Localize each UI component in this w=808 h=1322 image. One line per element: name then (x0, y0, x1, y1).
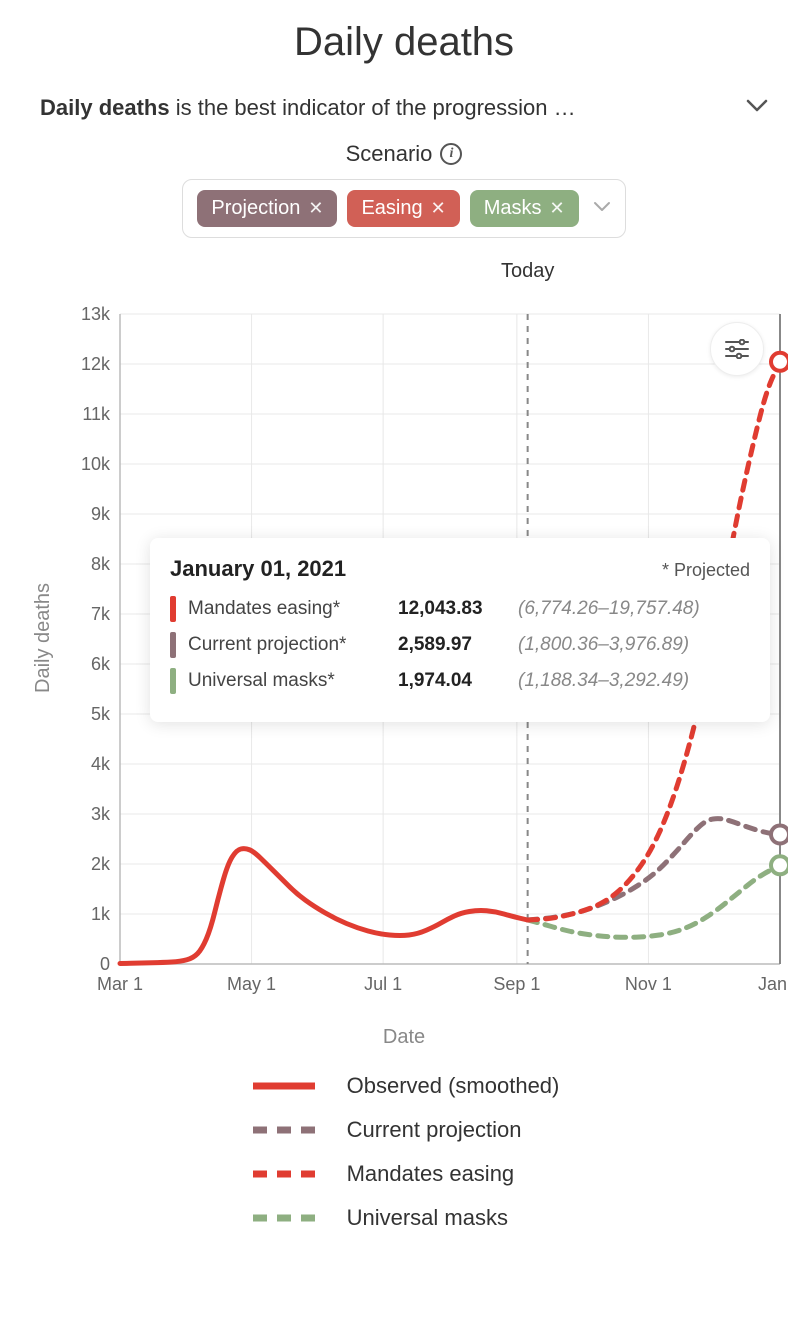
legend-label: Universal masks (347, 1205, 508, 1231)
close-icon[interactable]: ✕ (549, 198, 564, 219)
chip-label: Easing (361, 197, 422, 220)
tooltip-color-bar (170, 596, 176, 622)
svg-text:2k: 2k (91, 854, 111, 874)
legend-label: Observed (smoothed) (347, 1073, 560, 1099)
svg-text:7k: 7k (91, 604, 111, 624)
y-axis-label: Daily deaths (32, 583, 55, 693)
svg-text:9k: 9k (91, 504, 111, 524)
description-rest: is the best indicator of the progression… (170, 95, 576, 120)
svg-text:5k: 5k (91, 704, 111, 724)
svg-text:Jul 1: Jul 1 (364, 974, 402, 994)
chip-label: Masks (484, 197, 542, 220)
svg-text:Nov 1: Nov 1 (625, 974, 672, 994)
svg-text:1k: 1k (91, 904, 111, 924)
scenario-label: Scenario (346, 141, 433, 167)
svg-text:10k: 10k (81, 454, 111, 474)
svg-text:13k: 13k (81, 304, 111, 324)
description-text: Daily deaths is the best indicator of th… (40, 95, 730, 121)
chip-masks[interactable]: Masks ✕ (470, 190, 579, 227)
chart-legend: Observed (smoothed) Current projection Man… (249, 1073, 560, 1231)
info-icon[interactable]: i (440, 143, 462, 165)
svg-text:0: 0 (100, 954, 110, 974)
chip-easing[interactable]: Easing ✕ (347, 190, 459, 227)
tooltip-series-range: (1,800.36–3,976.89) (518, 634, 750, 656)
tooltip-row: Current projection* 2,589.97 (1,800.36–3,9… (170, 632, 750, 658)
chip-projection[interactable]: Projection ✕ (197, 190, 337, 227)
close-icon[interactable]: ✕ (431, 198, 446, 219)
tooltip-series-range: (1,188.34–3,292.49) (518, 670, 750, 692)
legend-swatch (249, 1213, 319, 1223)
tooltip-series-label: Current projection* (188, 634, 388, 656)
chip-label: Projection (211, 197, 300, 220)
legend-label: Current projection (347, 1117, 522, 1143)
tooltip-series-value: 1,974.04 (398, 670, 508, 692)
legend-swatch (249, 1125, 319, 1135)
svg-text:3k: 3k (91, 804, 111, 824)
svg-text:12k: 12k (81, 354, 111, 374)
svg-text:4k: 4k (91, 754, 111, 774)
svg-text:Jan 1: Jan 1 (758, 974, 788, 994)
tooltip-row: Universal masks* 1,974.04 (1,188.34–3,292.… (170, 668, 750, 694)
svg-text:Mar 1: Mar 1 (97, 974, 143, 994)
tooltip-series-label: Universal masks* (188, 670, 388, 692)
scenario-row: Scenario i (20, 141, 788, 167)
svg-text:11k: 11k (82, 404, 111, 424)
tooltip-series-range: (6,774.26–19,757.48) (518, 598, 750, 620)
page-title: Daily deaths (20, 20, 788, 65)
svg-text:May 1: May 1 (227, 974, 276, 994)
chart-settings-button[interactable] (710, 322, 764, 376)
legend-label: Mandates easing (347, 1161, 515, 1187)
description-bold: Daily deaths (40, 95, 170, 120)
svg-text:Sep 1: Sep 1 (493, 974, 540, 994)
tooltip-color-bar (170, 632, 176, 658)
tooltip-series-label: Mandates easing* (188, 598, 388, 620)
close-icon[interactable]: ✕ (308, 198, 323, 219)
legend-item[interactable]: Mandates easing (249, 1161, 560, 1187)
tooltip-color-bar (170, 668, 176, 694)
today-label: Today (501, 260, 554, 283)
legend-item[interactable]: Current projection (249, 1117, 560, 1143)
tooltip-series-value: 2,589.97 (398, 634, 508, 656)
svg-text:6k: 6k (91, 654, 111, 674)
chart-tooltip: January 01, 2021 * Projected Mandates ea… (150, 538, 770, 722)
scenario-chip-container: Projection ✕ Easing ✕ Masks ✕ (182, 179, 625, 238)
legend-item[interactable]: Universal masks (249, 1205, 560, 1231)
tooltip-date: January 01, 2021 (170, 556, 346, 582)
tooltip-projected-label: * Projected (662, 560, 750, 581)
legend-item[interactable]: Observed (smoothed) (249, 1073, 560, 1099)
description-row[interactable]: Daily deaths is the best indicator of th… (20, 95, 788, 121)
legend-swatch (249, 1169, 319, 1179)
tooltip-row: Mandates easing* 12,043.83 (6,774.26–19,75… (170, 596, 750, 622)
chevron-down-icon[interactable] (593, 200, 611, 218)
tooltip-series-value: 12,043.83 (398, 598, 508, 620)
chevron-down-icon[interactable] (746, 99, 768, 118)
chart-area: Today 0 1k 2k 3k 4k 5k 6k 7k 8k 9k 10k 11k 12k 13k Mar… (20, 258, 788, 1018)
svg-text:8k: 8k (91, 554, 111, 574)
legend-swatch (249, 1081, 319, 1091)
